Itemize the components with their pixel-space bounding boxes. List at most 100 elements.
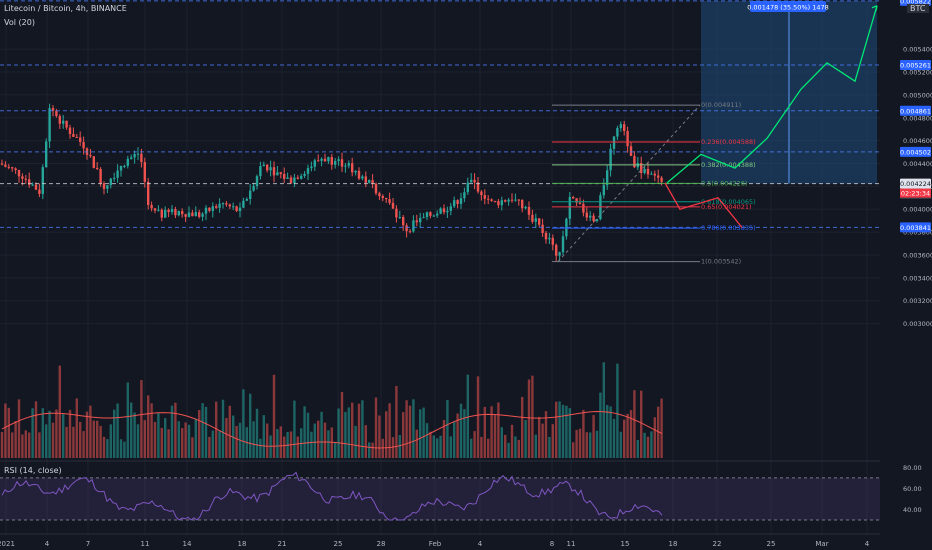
volume-bar (133, 412, 136, 458)
volume-bar (249, 393, 252, 458)
candle-body (300, 175, 303, 179)
price-tick-label: 0.003200 (903, 297, 932, 305)
candle-body (306, 168, 310, 174)
candle-body (14, 168, 17, 171)
rsi-line (1, 471, 663, 521)
time-axis: 2021 4 7 11 14 18 21 25 28 Feb 4 8 11 15 18 22 25 Mar 4 (0, 540, 870, 548)
price-label: 0.005261 (900, 62, 931, 70)
volume-bar (153, 421, 157, 458)
volume-bar (640, 390, 643, 458)
time-tick-label: 11 (141, 540, 150, 548)
drawings-layer[interactable]: 0.001478 (35.50%) 1478 0(0.004911) 0.236(0… (0, 0, 880, 266)
candle-body (415, 220, 418, 223)
volume-bar (473, 431, 476, 458)
candle-body (504, 200, 507, 202)
volume-bar (555, 401, 558, 458)
candle-body (38, 189, 41, 194)
candle-body (126, 158, 129, 166)
volume-bar (31, 408, 34, 458)
volume-bar (204, 406, 208, 458)
measure-label-bg (750, 1, 826, 12)
price-tick-label: 0.005200 (903, 69, 932, 77)
volume-bar (436, 438, 439, 458)
volume-bar (487, 438, 490, 458)
candle-body (592, 215, 595, 222)
volume-indicator-label[interactable]: Vol (20) (4, 18, 35, 27)
rsi-tick-label: 40.00 (903, 506, 922, 514)
candle-body (517, 199, 520, 201)
candle-body (167, 209, 170, 213)
candle-body (17, 170, 21, 177)
time-tick-label: 25 (334, 540, 343, 548)
volume-bar (364, 425, 367, 458)
candle-body (238, 207, 242, 212)
candle-body (232, 206, 235, 208)
volume-bar (578, 428, 582, 458)
rsi-tick-label: 60.00 (903, 485, 922, 493)
volume-bar (177, 421, 180, 458)
volume-bar (361, 400, 364, 458)
candle-body (364, 176, 367, 183)
volume-bar (374, 397, 378, 458)
volume-bar (82, 431, 85, 458)
candle-body (45, 141, 48, 168)
volume-bar (592, 415, 595, 458)
volume-bar (514, 436, 517, 458)
volume-bar (544, 411, 548, 458)
fib-level-label: 0(0.004911) (701, 101, 741, 109)
volume-bar (187, 424, 191, 458)
volume-bar (194, 418, 197, 458)
candle-body (412, 220, 415, 232)
volume-bar (402, 412, 405, 458)
candle-body (521, 199, 524, 209)
volume-bar (609, 406, 612, 458)
candle-body (609, 148, 612, 171)
candle-body (480, 191, 483, 196)
rsi-indicator-label[interactable]: RSI (14, close) (4, 466, 62, 475)
candle-body (391, 202, 395, 209)
volume-bar (320, 411, 323, 458)
candle-body (34, 184, 38, 190)
price-tick-label: 0.003400 (903, 274, 932, 282)
candle-body (463, 192, 466, 199)
volume-bar (283, 436, 286, 458)
symbol-title[interactable]: Litecoin / Bitcoin, 4h, BINANCE (4, 4, 127, 13)
candle-body (616, 128, 619, 137)
candle-body (7, 166, 10, 168)
volume-bar (7, 407, 10, 458)
price-tick-label: 0.005400 (903, 46, 932, 54)
candle-body (395, 208, 398, 218)
volume-bar (660, 398, 663, 458)
price-tick-label: 0.003600 (903, 251, 932, 259)
candle-body (473, 179, 476, 183)
time-tick-label: 28 (377, 540, 386, 548)
volume-bar (68, 409, 72, 458)
candle-body (490, 199, 493, 201)
volume-bar (296, 436, 299, 458)
volume-bar (164, 418, 167, 458)
candle-body (269, 167, 272, 171)
volume-bar (65, 426, 68, 458)
volume-bar (575, 429, 578, 458)
volume-bar (252, 421, 255, 458)
volume-bar (327, 430, 330, 458)
volume-bar (269, 435, 272, 458)
candle-body (48, 108, 51, 142)
volume-bar (334, 442, 337, 458)
candle-body (446, 210, 449, 213)
candle-body (109, 178, 112, 186)
rsi-tick-label: 80.00 (903, 464, 922, 472)
candle-body (527, 206, 531, 215)
candle-body (497, 201, 500, 206)
candle-body (534, 218, 537, 222)
volume-bar (96, 420, 99, 458)
volume-bar (466, 374, 469, 458)
candle-body (357, 170, 361, 179)
candle-body (419, 217, 422, 223)
candle-body (65, 120, 68, 128)
volume-bar (140, 380, 143, 458)
candle-body (660, 177, 663, 182)
candle-body (337, 159, 340, 162)
volume-bar (211, 430, 214, 458)
